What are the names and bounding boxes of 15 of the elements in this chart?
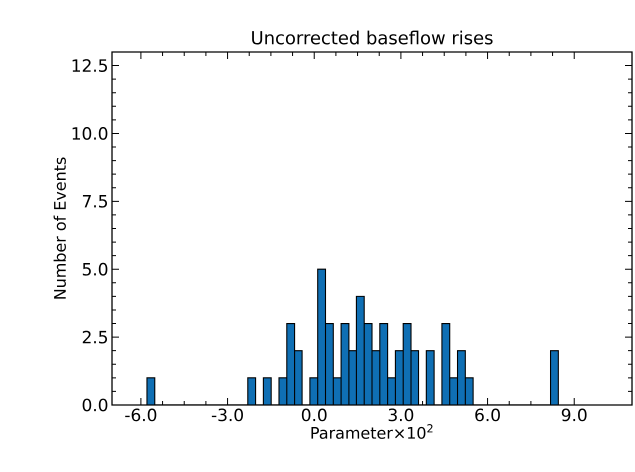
y-axis-title: Number of Events: [54, 158, 66, 299]
x-tick-label: 3.0: [388, 408, 414, 422]
y-tick-label: 12.5: [72, 59, 108, 72]
y-tick-label: 5.0: [82, 262, 108, 276]
x-tick-label: 9.0: [562, 408, 587, 422]
x-tick-label: -6.0: [125, 408, 156, 422]
x-tick-label: 6.0: [475, 408, 500, 422]
x-axis-title: Parameter×10$^{2}$: [311, 424, 432, 439]
x-tick-label: 0.0: [302, 408, 327, 422]
y-tick-label: 10.0: [72, 127, 108, 140]
y-tick-label: 0.0: [82, 398, 108, 412]
y-tick-label: 2.5: [82, 330, 108, 344]
y-tick-label: 7.5: [82, 195, 108, 208]
chart-title: Uncorrected baseflow rises: [252, 30, 493, 44]
x-tick-label: -3.0: [212, 408, 243, 422]
